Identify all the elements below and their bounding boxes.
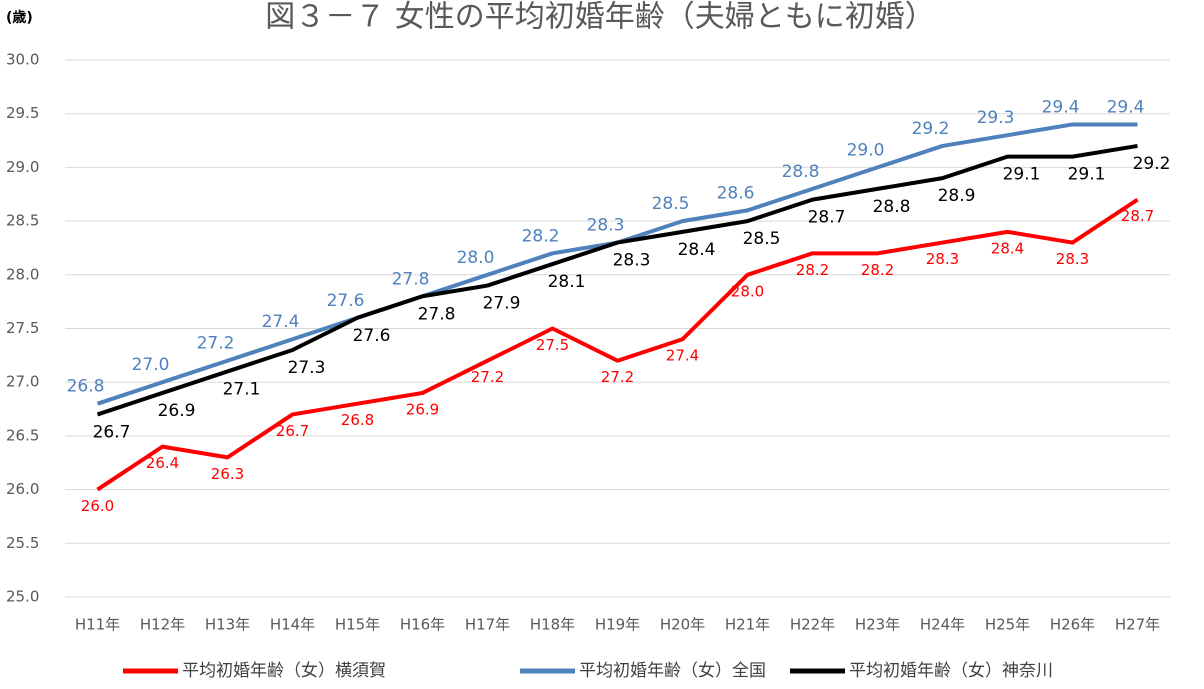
data-label: 29.2 — [912, 119, 950, 139]
data-label: 28.8 — [782, 162, 820, 182]
x-tick-label: H18年 — [530, 616, 575, 634]
data-label: 26.3 — [211, 465, 244, 483]
data-label: 28.2 — [861, 261, 894, 279]
data-label: 28.1 — [548, 272, 586, 292]
y-tick-label: 29.0 — [6, 158, 39, 176]
y-tick-label: 25.0 — [6, 588, 39, 606]
x-tick-label: H25年 — [985, 616, 1030, 634]
x-tick-label: H24年 — [920, 616, 965, 634]
data-label: 27.8 — [392, 269, 430, 289]
x-tick-label: H22年 — [790, 616, 835, 634]
data-label: 28.3 — [926, 250, 959, 268]
data-label: 26.8 — [341, 411, 374, 429]
data-label: 27.2 — [601, 368, 634, 386]
data-label: 26.9 — [406, 400, 439, 418]
data-label: 29.4 — [1042, 97, 1080, 117]
chart-title: 図３－７ 女性の平均初婚年齢（夫婦ともに初婚） — [265, 0, 935, 35]
x-tick-label: H26年 — [1050, 616, 1095, 634]
data-label: 28.2 — [796, 261, 829, 279]
data-label: 28.3 — [587, 216, 625, 236]
y-tick-label: 27.5 — [6, 319, 39, 337]
legend-label: 平均初婚年齢（女）全国 — [579, 661, 766, 681]
data-label: 29.2 — [1133, 154, 1171, 174]
data-label: 29.1 — [1003, 165, 1041, 185]
data-label: 28.7 — [808, 208, 846, 228]
data-label: 28.4 — [991, 239, 1024, 257]
y-axis-label: (歳) — [6, 9, 33, 26]
x-tick-label: H11年 — [75, 616, 120, 634]
data-label: 27.8 — [418, 304, 456, 324]
data-label: 26.7 — [93, 422, 131, 442]
data-label: 28.9 — [938, 186, 976, 206]
data-label: 28.2 — [522, 226, 560, 246]
data-label: 28.8 — [873, 197, 911, 217]
legend-label: 平均初婚年齢（女）横須賀 — [182, 661, 386, 681]
data-label: 28.4 — [678, 240, 716, 260]
data-label: 27.1 — [223, 379, 261, 399]
data-label: 27.4 — [262, 312, 300, 332]
data-label: 26.4 — [146, 454, 179, 472]
data-label: 27.9 — [483, 294, 521, 314]
legend-label: 平均初婚年齢（女）神奈川 — [849, 661, 1053, 681]
y-tick-label: 26.0 — [6, 480, 39, 498]
x-tick-label: H17年 — [465, 616, 510, 634]
data-label: 29.0 — [847, 140, 885, 160]
data-label: 28.7 — [1121, 207, 1154, 225]
x-tick-label: H27年 — [1115, 616, 1160, 634]
data-label: 29.3 — [977, 108, 1015, 128]
data-label: 27.4 — [666, 347, 699, 365]
y-tick-label: 28.5 — [6, 212, 39, 230]
x-tick-label: H16年 — [400, 616, 445, 634]
data-label: 28.6 — [717, 183, 755, 203]
x-tick-label: H12年 — [140, 616, 185, 634]
y-tick-label: 28.0 — [6, 265, 39, 283]
data-label: 28.5 — [652, 194, 690, 214]
data-label: 27.6 — [327, 291, 365, 311]
data-label: 28.3 — [1056, 250, 1089, 268]
data-label: 27.2 — [197, 334, 235, 354]
data-label: 28.3 — [613, 251, 651, 271]
x-tick-label: H20年 — [660, 616, 705, 634]
x-tick-label: H13年 — [205, 616, 250, 634]
data-label: 27.0 — [132, 355, 170, 375]
y-tick-label: 30.0 — [6, 51, 39, 69]
data-label: 26.9 — [158, 401, 196, 421]
x-tick-label: H14年 — [270, 616, 315, 634]
data-label: 27.5 — [536, 336, 569, 354]
data-label: 27.6 — [353, 326, 391, 346]
data-label: 29.1 — [1068, 165, 1106, 185]
data-label: 28.0 — [457, 248, 495, 268]
data-label: 29.4 — [1107, 97, 1145, 117]
data-label: 28.5 — [743, 229, 781, 249]
data-label: 26.0 — [81, 497, 114, 515]
data-label: 28.0 — [731, 282, 764, 300]
x-tick-label: H21年 — [725, 616, 770, 634]
x-tick-label: H23年 — [855, 616, 900, 634]
data-label: 27.2 — [471, 368, 504, 386]
y-tick-label: 26.5 — [6, 426, 39, 444]
series-line — [96, 143, 1138, 417]
data-label: 26.8 — [67, 377, 105, 397]
y-tick-label: 27.0 — [6, 373, 39, 391]
y-tick-label: 29.5 — [6, 104, 39, 122]
x-tick-label: H15年 — [335, 616, 380, 634]
y-tick-label: 25.5 — [6, 534, 39, 552]
data-label: 26.7 — [276, 422, 309, 440]
series-line — [96, 197, 1139, 492]
data-label: 27.3 — [288, 358, 326, 378]
x-tick-label: H19年 — [595, 616, 640, 634]
